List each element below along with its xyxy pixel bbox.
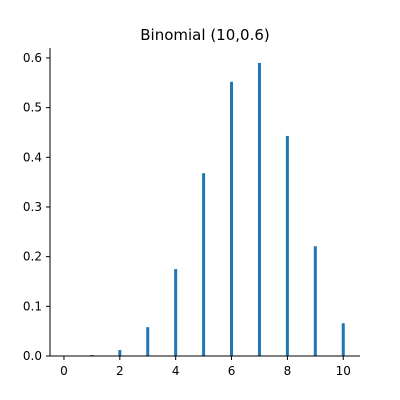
bar-k-9 <box>313 246 317 356</box>
bar-k-4 <box>174 269 178 356</box>
y-tick-label: 0.6 <box>23 51 42 65</box>
bar-k-7 <box>257 62 261 356</box>
x-tick-label: 4 <box>172 364 180 378</box>
bar-k-6 <box>230 81 234 357</box>
y-tick-label: 0.3 <box>23 200 42 214</box>
y-axis-ticks: 0.0 0.1 0.2 0.3 0.4 0.5 0.6 <box>23 51 50 363</box>
bars-group <box>90 62 345 357</box>
y-tick-label: 0.4 <box>23 150 42 164</box>
x-axis-ticks: 0 2 4 6 8 10 <box>60 356 351 378</box>
bar-k-5 <box>202 173 206 356</box>
y-tick-label: 0.1 <box>23 299 42 313</box>
bar-k-3 <box>146 327 150 356</box>
y-tick-label: 0.2 <box>23 250 42 264</box>
y-tick-label: 0.0 <box>23 349 42 363</box>
bar-k-10 <box>341 323 345 356</box>
x-tick-label: 2 <box>116 364 124 378</box>
chart-title: Binomial (10,0.6) <box>140 26 269 44</box>
x-tick-label: 0 <box>60 364 68 378</box>
x-tick-label: 10 <box>336 364 351 378</box>
x-tick-label: 8 <box>284 364 292 378</box>
bar-k-2 <box>118 350 122 356</box>
bar-k-8 <box>285 135 289 356</box>
y-tick-label: 0.5 <box>23 101 42 115</box>
x-tick-label: 6 <box>228 364 236 378</box>
